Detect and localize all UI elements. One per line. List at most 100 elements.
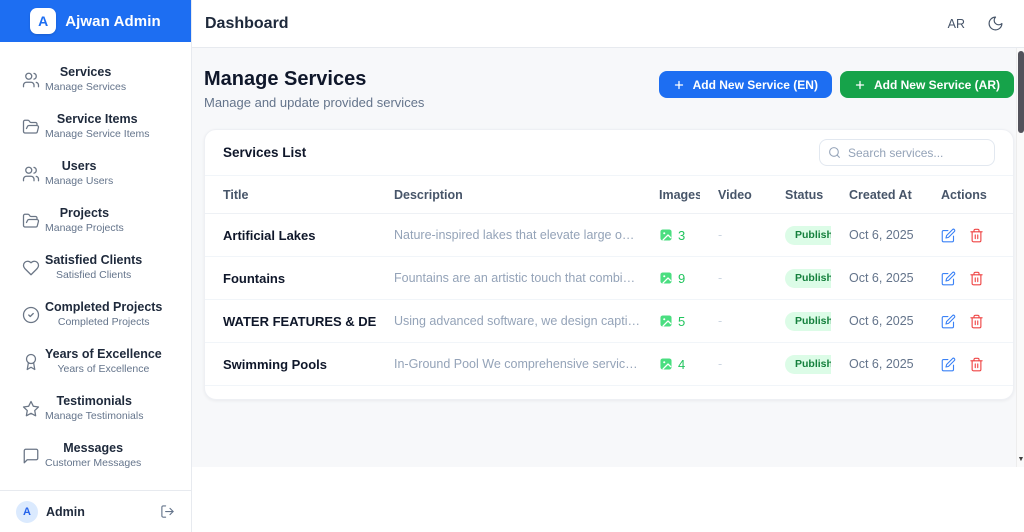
table-header-row: Title Description Images Video Status Cr… — [205, 176, 1013, 214]
edit-icon[interactable] — [941, 228, 956, 243]
actions-cell — [923, 228, 1013, 243]
sidebar-item-satisfied-clients[interactable]: Satisfied Clients Satisfied Clients — [0, 244, 191, 291]
table-row: Fountains Fountains are an artistic touc… — [205, 257, 1013, 300]
col-header-status: Status — [785, 187, 824, 202]
page-bottom-area — [192, 467, 1024, 532]
vertical-scrollbar[interactable]: ▼ — [1016, 48, 1024, 467]
folder-icon — [22, 119, 40, 134]
edit-icon[interactable] — [941, 271, 956, 286]
service-description: Using advanced software, we design capti… — [394, 314, 641, 328]
nav-item-sublabel: Manage Service Items — [45, 127, 150, 140]
brand-logo: A — [30, 8, 57, 34]
search-icon — [829, 147, 840, 158]
nav-item-sublabel: Manage Users — [45, 174, 114, 187]
content-area: Manage Services Manage and update provid… — [192, 48, 1024, 467]
sidebar-brand: A Ajwan Admin — [0, 0, 191, 42]
image-icon — [660, 315, 672, 327]
sidebar: A Ajwan Admin Services Manage Services Se… — [0, 0, 192, 532]
add-new-service-ar-button[interactable]: Add New Service (AR) — [839, 71, 1014, 98]
col-header-description: Description — [394, 187, 463, 202]
status-badge: Published — [785, 355, 831, 374]
sidebar-item-service-items[interactable]: Service Items Manage Service Items — [0, 103, 191, 150]
nav-item-sublabel: Customer Messages — [45, 456, 142, 469]
images-cell: 3 — [641, 228, 700, 243]
language-toggle-button[interactable]: AR — [947, 16, 965, 31]
video-cell: - — [718, 271, 723, 285]
page-breadcrumb-title: Dashboard — [205, 14, 289, 32]
created-at: Oct 6, 2025 — [849, 357, 914, 371]
dark-mode-moon-icon[interactable] — [987, 15, 1004, 32]
video-cell: - — [718, 228, 723, 242]
edit-icon[interactable] — [941, 357, 956, 372]
current-user-name: Admin — [46, 504, 85, 519]
logout-icon[interactable] — [160, 504, 175, 519]
folder-icon — [22, 213, 40, 228]
service-description: In-Ground Pool We comprehensive services… — [394, 357, 641, 371]
service-description: Nature-inspired lakes that elevate large… — [394, 228, 641, 242]
nav-item-label: Completed Projects — [45, 300, 163, 315]
plus-icon — [674, 80, 683, 89]
images-cell: 4 — [641, 357, 700, 372]
created-at: Oct 6, 2025 — [849, 314, 914, 328]
created-at: Oct 6, 2025 — [849, 228, 914, 242]
users-icon — [22, 166, 40, 181]
images-cell: 9 — [641, 271, 700, 286]
images-count: 4 — [678, 356, 686, 372]
add-new-service-en-button[interactable]: Add New Service (EN) — [658, 71, 832, 98]
scrollbar-down-arrow-icon[interactable]: ▼ — [1017, 456, 1024, 463]
sidebar-item-messages[interactable]: Messages Customer Messages — [0, 432, 191, 479]
nav-item-sublabel: Completed Projects — [57, 315, 150, 328]
search-box — [819, 139, 995, 166]
nav-item-sublabel: Years of Excellence — [57, 362, 150, 375]
delete-icon[interactable] — [969, 271, 984, 286]
status-badge: Published — [785, 312, 831, 331]
search-input[interactable] — [819, 139, 995, 166]
sidebar-item-projects[interactable]: Projects Manage Projects — [0, 197, 191, 244]
sidebar-item-testimonials[interactable]: Testimonials Manage Testimonials — [0, 385, 191, 432]
table-row: Swimming Pools In-Ground Pool We compreh… — [205, 343, 1013, 386]
award-icon — [25, 353, 37, 370]
nav-item-sublabel: Manage Services — [45, 80, 127, 93]
brand-name: Ajwan Admin — [65, 12, 161, 30]
sidebar-item-years-of-excellence[interactable]: Years of Excellence Years of Excellence — [0, 338, 191, 385]
sidebar-nav: Services Manage Services Service Items Man… — [0, 42, 191, 490]
scrollbar-thumb[interactable] — [1018, 51, 1024, 133]
users-icon — [22, 72, 40, 87]
sidebar-item-users[interactable]: Users Manage Users — [0, 150, 191, 197]
avatar-letter: A — [23, 505, 31, 518]
sidebar-item-completed-projects[interactable]: Completed Projects Completed Projects — [0, 291, 191, 338]
delete-icon[interactable] — [969, 228, 984, 243]
status-badge: Published — [785, 269, 831, 288]
delete-icon[interactable] — [969, 357, 984, 372]
image-icon — [660, 358, 672, 370]
service-title: WATER FEATURES & DECOR — [223, 313, 376, 329]
check-circle-icon — [22, 306, 40, 323]
message-icon — [23, 448, 39, 463]
nav-item-label: Projects — [59, 206, 110, 221]
service-title: Fountains — [223, 270, 286, 286]
service-title: Swimming Pools — [223, 356, 328, 372]
add-en-label: Add New Service (EN) — [692, 77, 818, 92]
table-row: WATER FEATURES & DECOR Using advanced so… — [205, 300, 1013, 343]
edit-icon[interactable] — [941, 314, 956, 329]
nav-item-sublabel: Manage Testimonials — [45, 409, 144, 422]
col-header-title: Title — [223, 187, 249, 202]
sidebar-footer: A Admin — [0, 490, 191, 532]
images-cell: 5 — [641, 314, 700, 329]
nav-item-label: Service Items — [56, 112, 138, 127]
nav-item-label: Messages — [63, 441, 124, 456]
card-header: Services List — [205, 130, 1013, 176]
video-cell: - — [718, 357, 723, 371]
avatar: A — [16, 500, 38, 523]
table-row: Artificial Lakes Nature-inspired lakes t… — [205, 214, 1013, 257]
sidebar-item-services[interactable]: Services Manage Services — [0, 56, 191, 103]
nav-item-sublabel: Satisfied Clients — [55, 268, 132, 281]
created-at: Oct 6, 2025 — [849, 271, 914, 285]
page-subtitle: Manage and update provided services — [204, 95, 425, 110]
col-header-video: Video — [718, 187, 752, 202]
card-title: Services List — [223, 145, 307, 160]
delete-icon[interactable] — [969, 314, 984, 329]
nav-item-label: Years of Excellence — [45, 347, 162, 362]
images-count: 3 — [678, 227, 686, 243]
col-header-actions: Actions — [941, 187, 987, 202]
